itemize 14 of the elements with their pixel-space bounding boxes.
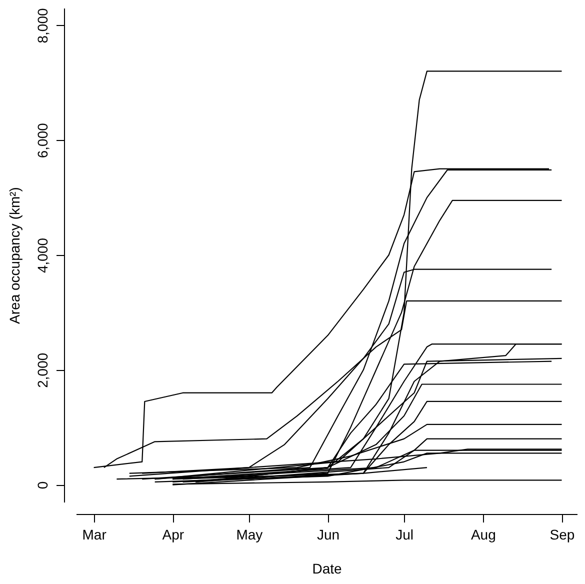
x-tick-label: Jun bbox=[316, 526, 340, 542]
y-tick-label: 0 bbox=[34, 481, 50, 490]
x-tick-label: Mar bbox=[82, 526, 107, 542]
y-axis-title: Area occupancy (km²) bbox=[6, 187, 22, 324]
x-tick-label: Apr bbox=[162, 526, 184, 542]
x-tick-label: May bbox=[236, 526, 263, 542]
x-tick-label: Sep bbox=[550, 526, 575, 542]
y-tick-label: 8,000 bbox=[34, 8, 50, 44]
x-axis-title: Date bbox=[312, 560, 342, 576]
y-tick-label: 6,000 bbox=[34, 122, 50, 158]
x-tick-label: Jul bbox=[396, 526, 414, 542]
y-tick-label: 4,000 bbox=[34, 238, 50, 274]
x-tick-label: Aug bbox=[470, 526, 496, 542]
y-tick-label: 2,000 bbox=[34, 352, 50, 388]
